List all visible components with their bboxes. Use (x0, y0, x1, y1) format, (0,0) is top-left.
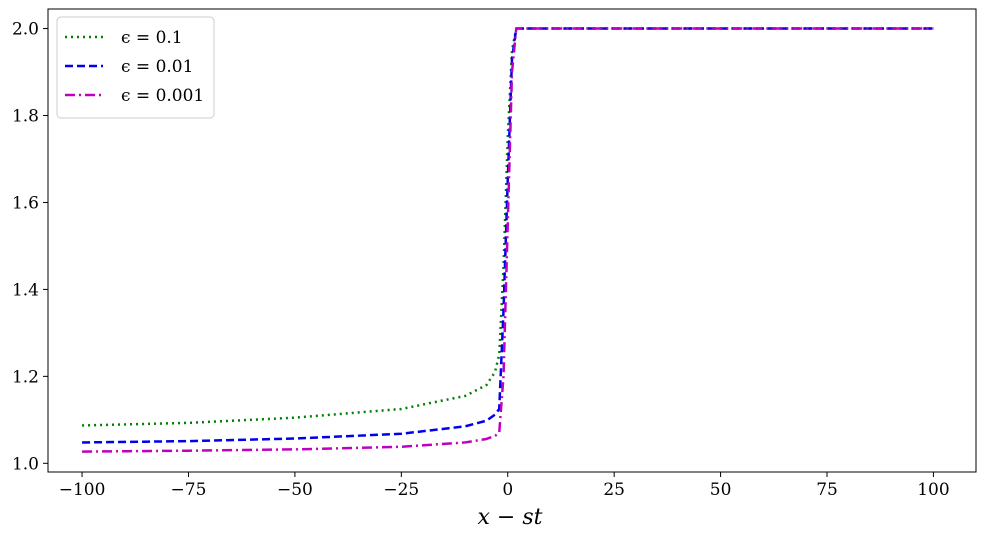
x-tick-label: −50 (277, 480, 313, 500)
legend-box (56, 16, 215, 119)
legend: ϵ = 0.1 ϵ = 0.01 ϵ = 0.001 (56, 16, 215, 119)
x-tick-label: −25 (383, 480, 419, 500)
plot-frame (47, 8, 977, 473)
x-tick-label: 0 (502, 480, 513, 500)
legend-label-3: ϵ = 0.001 (121, 86, 204, 106)
y-tick-label: 1.2 (12, 367, 39, 387)
x-tick-label: 100 (917, 480, 949, 500)
x-tick-label: 25 (603, 480, 625, 500)
y-tick-label: 1.6 (12, 193, 39, 213)
x-axis: −100 −75 −50 −25 0 25 50 75 100 (59, 472, 950, 500)
legend-label-2: ϵ = 0.01 (121, 57, 193, 77)
x-tick-label: −100 (59, 480, 106, 500)
y-axis: 1.0 1.2 1.4 1.6 1.8 2.0 (12, 20, 48, 474)
x-tick-label: 75 (816, 480, 838, 500)
y-tick-label: 2.0 (12, 20, 39, 40)
series-line-3 (82, 27, 934, 453)
x-tick-label: −75 (171, 480, 207, 500)
x-tick-label: 50 (710, 480, 732, 500)
series-lines (82, 27, 934, 453)
legend-label-1: ϵ = 0.1 (121, 28, 183, 48)
y-tick-label: 1.8 (12, 107, 39, 127)
x-axis-label: x − st (478, 505, 543, 530)
y-tick-label: 1.0 (12, 454, 39, 474)
y-tick-label: 1.4 (12, 280, 39, 300)
